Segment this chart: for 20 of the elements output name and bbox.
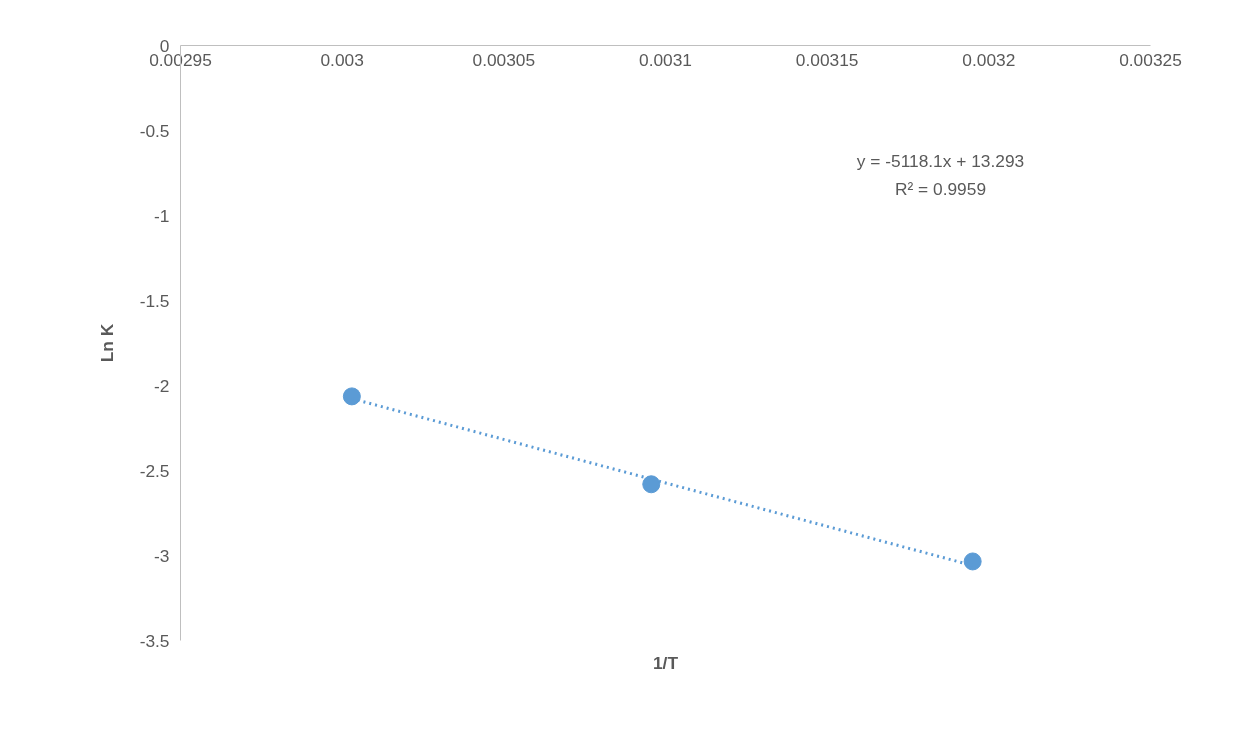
y-tick-label: -3: [154, 545, 170, 566]
point: [342, 387, 361, 406]
annotation: y = -5118.1x + 13.293: [856, 150, 1025, 171]
y-tick-label: -0.5: [139, 120, 170, 141]
x-tick-label: 0.00315: [795, 49, 859, 70]
y-axis-title: Ln K: [96, 323, 117, 363]
x-tick-label: 0.0032: [962, 49, 1016, 70]
y-tick-label: -2: [154, 375, 170, 396]
annotation: R² = 0.9959: [894, 178, 987, 199]
x-axis-title: 1/T: [652, 652, 679, 673]
y-tick-label: -3.5: [139, 630, 170, 651]
y-tick-label: -1: [154, 205, 170, 226]
x-tick-label: 0.00305: [472, 49, 536, 70]
y-tick-label: -2.5: [139, 460, 170, 481]
point: [963, 552, 982, 571]
x-tick-label: 0.00325: [1119, 49, 1182, 70]
x-tick-label: 0.003: [320, 49, 364, 70]
y-tick-label: -1.5: [139, 290, 170, 311]
point: [642, 475, 661, 494]
x-tick-label: 0.0031: [639, 49, 692, 70]
